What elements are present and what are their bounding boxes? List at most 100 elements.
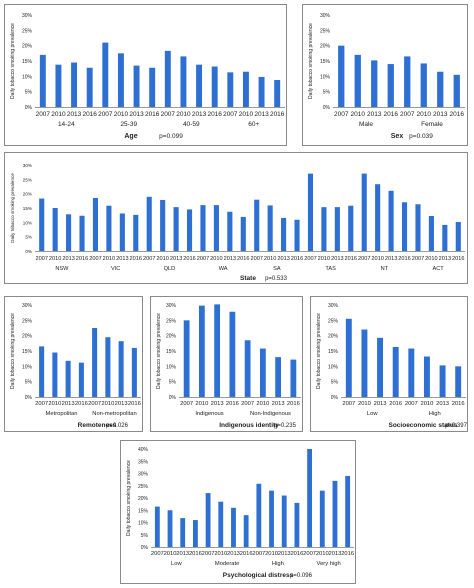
chart-age: 0% 5% 10% 15% 20% 25% 30% Daily tobacco smoking… <box>10 13 285 140</box>
bar <box>244 340 251 397</box>
y-tick-label: 5% <box>25 380 33 386</box>
x-tick-label: 2010 <box>318 256 330 262</box>
bar <box>39 198 45 251</box>
x-tick-label: 2013 <box>192 111 207 118</box>
y-tick-label: 30% <box>22 303 33 309</box>
group-label: Very high <box>317 561 341 567</box>
x-tick-label: 2013 <box>439 256 451 262</box>
x-tick-label: 2013 <box>331 256 343 262</box>
x-tick-label: 2016 <box>270 111 285 118</box>
p-value: p=0.026 <box>106 423 129 429</box>
bar <box>102 42 109 107</box>
bar <box>437 71 444 107</box>
x-tick-label: 2010 <box>214 551 227 557</box>
x-tick-label: 2016 <box>226 401 239 407</box>
bar <box>281 495 287 547</box>
bar <box>388 190 394 251</box>
y-tick-label: 15% <box>320 59 331 65</box>
y-tick-label: 10% <box>23 220 32 225</box>
chart-indigenous: 0% 5% 10% 15% 20% 25% 30% Daily tobacco smoking… <box>156 303 301 429</box>
x-tick-label: 2007 <box>334 111 349 118</box>
x-tick-label: 2010 <box>351 111 366 118</box>
x-tick-label: 2007 <box>342 401 355 407</box>
bar <box>453 74 460 107</box>
y-tick-label: 0% <box>25 249 32 254</box>
group-label: 25-39 <box>120 121 137 128</box>
x-tick-label: 2010 <box>264 256 276 262</box>
x-tick-label: 2016 <box>237 256 249 262</box>
bar <box>211 66 218 107</box>
bar <box>65 360 71 397</box>
x-tick-label: 2013 <box>436 401 449 407</box>
x-tick-label: 2007 <box>36 111 51 118</box>
y-axis-label: Daily tobacco smoking prevalence <box>10 313 16 389</box>
x-tick-label: 2013 <box>374 401 387 407</box>
x-tick-label: 2010 <box>195 401 208 407</box>
y-tick-label: 15% <box>166 349 177 355</box>
panel-indigenous: 0% 5% 10% 15% 20% 25% 30% Daily tobacco smoking… <box>150 296 303 432</box>
bar <box>183 320 190 397</box>
x-tick-label: 2010 <box>265 551 278 557</box>
x-tick-label: 2010 <box>51 111 66 118</box>
bar <box>205 493 211 547</box>
bar <box>218 501 224 547</box>
y-axis-label: Daily tobacco smoking prevalence <box>308 23 314 99</box>
bar <box>243 515 249 547</box>
y-tick-label: 15% <box>23 206 32 211</box>
x-tick-label: 2013 <box>116 256 128 262</box>
bar <box>66 214 72 251</box>
y-tick-label: 15% <box>328 349 339 355</box>
bar <box>415 204 421 251</box>
bar <box>131 347 137 397</box>
bar <box>231 507 236 547</box>
x-tick-label: 2016 <box>452 256 464 262</box>
bar <box>229 311 236 397</box>
bar <box>345 475 351 547</box>
bar <box>401 202 408 251</box>
y-tick-label: 25% <box>320 28 331 34</box>
x-tick-label: 2010 <box>316 551 329 557</box>
x-tick-label: 2007 <box>252 551 265 557</box>
x-tick-label: 2007 <box>241 401 254 407</box>
x-tick-label: 2013 <box>170 256 182 262</box>
bar <box>375 184 381 251</box>
y-tick-label: 35% <box>138 459 149 465</box>
x-tick-label: 2013 <box>367 111 382 118</box>
bar <box>160 199 166 251</box>
y-tick-label: 20% <box>23 192 32 197</box>
x-tick-label: 2007 <box>161 111 176 118</box>
group-label: Female <box>421 121 443 128</box>
group-label: VIC <box>111 266 120 272</box>
x-tick-label: 2013 <box>176 551 189 557</box>
bar <box>106 205 112 251</box>
bar <box>254 199 260 251</box>
p-value: p=0.039 <box>409 133 433 140</box>
bar <box>307 173 314 251</box>
group-label: NT <box>381 266 389 272</box>
bar <box>39 346 45 397</box>
x-tick-label: 2016 <box>287 401 300 407</box>
x-tick-label: 2016 <box>82 111 97 118</box>
bar <box>361 173 367 251</box>
x-tick-label: 2016 <box>76 256 88 262</box>
bar <box>149 67 156 107</box>
chart-sex: 0% 5% 10% 15% 20% 25% 30% Daily tobacco smoking… <box>308 13 465 140</box>
y-tick-label: 5% <box>25 90 33 96</box>
bar <box>290 359 297 397</box>
bar <box>118 341 124 397</box>
bar <box>408 348 415 397</box>
x-tick-label: 2010 <box>256 401 269 407</box>
group-label: High <box>272 561 284 567</box>
x-tick-label: 2016 <box>128 401 141 407</box>
x-tick-label: 2010 <box>425 256 437 262</box>
p-value: p=0.235 <box>274 423 297 429</box>
bar <box>55 64 62 107</box>
chart-remoteness: 0% 5% 10% 15% 20% 25% 30% Daily tobacco smoking… <box>10 303 141 429</box>
x-tick-label: 2010 <box>114 111 129 118</box>
x-tick-label: 2013 <box>224 256 236 262</box>
bar <box>192 520 198 547</box>
bar <box>256 483 262 547</box>
bar <box>259 348 266 397</box>
x-tick-label: 2007 <box>412 256 424 262</box>
chart-distress: 0% 5% 10% 15% 20% 25% 30% 35% 40% Daily tobacco s… <box>126 447 354 579</box>
